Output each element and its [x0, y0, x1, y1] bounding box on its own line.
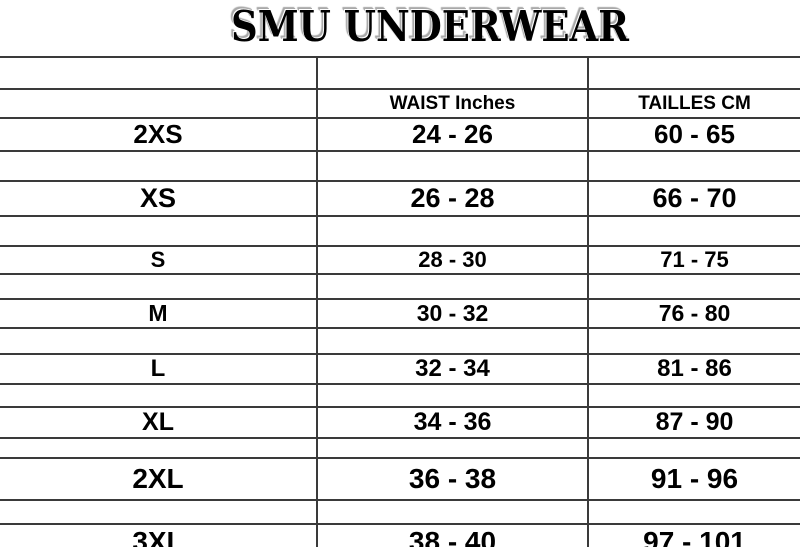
spacer-cell	[0, 383, 318, 407]
size-cell: L	[0, 353, 318, 384]
table-header-row: WAIST Inches TAILLES CM	[0, 88, 800, 118]
spacer-row	[0, 327, 800, 354]
cm-cell: 76 - 80	[588, 298, 800, 328]
cm-cell: 60 - 65	[588, 117, 800, 151]
size-cell: S	[0, 245, 318, 274]
spacer-cell	[588, 150, 800, 181]
size-cell: 3XL	[0, 523, 318, 547]
spacer-cell	[588, 499, 800, 524]
waist-cell: 30 - 32	[317, 298, 589, 328]
cm-cell: 81 - 86	[588, 353, 800, 384]
spacer-row	[0, 56, 800, 89]
spacer-row	[0, 383, 800, 407]
table-row-xs: XS 26 - 28 66 - 70	[0, 180, 800, 216]
waist-cell: 38 - 40	[317, 523, 589, 547]
size-cell: XS	[0, 180, 318, 216]
header-cm-cell: TAILLES CM	[588, 88, 800, 118]
spacer-row	[0, 150, 800, 181]
spacer-cell	[317, 215, 589, 246]
waist-cell: 26 - 28	[317, 180, 589, 216]
waist-cell: 32 - 34	[317, 353, 589, 384]
spacer-cell	[317, 327, 589, 354]
cm-cell: 97 - 101	[588, 523, 800, 547]
page-title: SMU UNDERWEAR	[231, 2, 629, 51]
spacer-cell	[0, 327, 318, 354]
waist-cell: 34 - 36	[317, 406, 589, 438]
spacer-cell	[588, 273, 800, 299]
cm-cell: 71 - 75	[588, 245, 800, 274]
spacer-cell	[0, 150, 318, 181]
spacer-cell	[317, 56, 589, 89]
spacer-cell	[0, 56, 318, 89]
size-cell: 2XL	[0, 457, 318, 500]
spacer-cell	[0, 215, 318, 246]
size-chart-table: WAIST Inches TAILLES CM 2XS 24 - 26 60 -…	[0, 56, 800, 547]
spacer-cell	[588, 383, 800, 407]
table-row-3xl: 3XL 38 - 40 97 - 101	[0, 523, 800, 547]
spacer-cell	[317, 150, 589, 181]
spacer-cell	[317, 383, 589, 407]
spacer-cell	[588, 56, 800, 89]
spacer-row	[0, 499, 800, 524]
spacer-row	[0, 215, 800, 246]
waist-cell: 28 - 30	[317, 245, 589, 274]
table-row-2xl: 2XL 36 - 38 91 - 96	[0, 457, 800, 500]
table-row-xl: XL 34 - 36 87 - 90	[0, 406, 800, 438]
spacer-cell	[317, 437, 589, 458]
cm-cell: 66 - 70	[588, 180, 800, 216]
spacer-cell	[588, 437, 800, 458]
spacer-row	[0, 437, 800, 458]
table-row-2xs: 2XS 24 - 26 60 - 65	[0, 117, 800, 151]
cm-cell: 87 - 90	[588, 406, 800, 438]
spacer-cell	[317, 499, 589, 524]
table-row-s: S 28 - 30 71 - 75	[0, 245, 800, 274]
spacer-cell	[588, 327, 800, 354]
spacer-cell	[0, 499, 318, 524]
waist-cell: 24 - 26	[317, 117, 589, 151]
table-row-m: M 30 - 32 76 - 80	[0, 298, 800, 328]
header-waist-cell: WAIST Inches	[317, 88, 589, 118]
size-cell: XL	[0, 406, 318, 438]
spacer-cell	[317, 273, 589, 299]
size-cell: 2XS	[0, 117, 318, 151]
spacer-cell	[0, 437, 318, 458]
spacer-row	[0, 273, 800, 299]
spacer-cell	[0, 273, 318, 299]
size-cell: M	[0, 298, 318, 328]
spacer-cell	[588, 215, 800, 246]
header-size-cell	[0, 88, 318, 118]
table-row-l: L 32 - 34 81 - 86	[0, 353, 800, 384]
waist-cell: 36 - 38	[317, 457, 589, 500]
cm-cell: 91 - 96	[588, 457, 800, 500]
